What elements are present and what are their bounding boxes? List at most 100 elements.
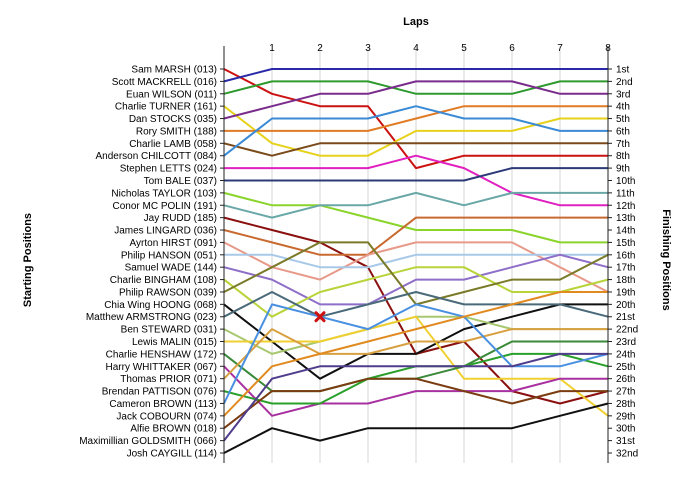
finishing-position-label: 29th (616, 411, 635, 422)
finishing-position-label: 7th (616, 139, 630, 150)
finishing-position-label: 26th (616, 374, 635, 385)
finishing-position-label: 23rd (616, 337, 636, 348)
finishing-position-label: 10th (616, 176, 635, 187)
starting-position-label: Charlie LAMB (058) (129, 139, 217, 150)
driver-line (223, 303, 609, 404)
starting-position-label: Philip RAWSON (039) (119, 287, 217, 298)
starting-position-label: Matthew ARMSTRONG (023) (86, 312, 217, 323)
finishing-position-label: 30th (616, 424, 635, 435)
x-tick-label: 8 (605, 43, 611, 54)
driver-line (223, 191, 608, 244)
finishing-position-label: 6th (616, 126, 630, 137)
x-tick-label: 7 (557, 43, 563, 54)
driver-line (223, 68, 608, 83)
finishing-position-label: 21st (616, 312, 635, 323)
finishing-position-label: 1st (616, 65, 630, 76)
starting-position-label: Dan STOCKS (035) (129, 114, 217, 125)
starting-position-label: Cameron BROWN (113) (109, 399, 217, 410)
starting-position-label: Thomas PRIOR (071) (120, 374, 217, 385)
finishing-position-label: 15th (616, 238, 635, 249)
finishing-position-label: 27th (616, 387, 635, 398)
x-tick-label: 6 (509, 43, 515, 54)
finishing-position-label: 32nd (616, 449, 638, 460)
starting-position-label: Rory SMITH (188) (136, 126, 217, 137)
driver-line (224, 167, 608, 182)
starting-position-label: Euan WILSON (011) (126, 89, 217, 100)
starting-position-label: Samuel WADE (144) (125, 263, 217, 274)
starting-position-label: Jack COBOURN (074) (116, 411, 217, 422)
driver-line (224, 154, 608, 207)
driver-line (223, 68, 608, 170)
finishing-position-label: 3rd (616, 89, 630, 100)
driver-line (223, 291, 609, 318)
x-tick-label: 3 (365, 43, 371, 54)
starting-position-label: Ayrton HIRST (091) (130, 238, 217, 249)
driver-line (223, 303, 608, 380)
finishing-position-label: 2nd (616, 77, 633, 88)
starting-position-label: Conor MC POLIN (191) (113, 201, 217, 212)
driver-line (223, 253, 609, 306)
starting-position-label: Scott MACKRELL (016) (112, 77, 217, 88)
driver-line (223, 80, 608, 120)
starting-position-label: Maximillian GOLDSMITH (066) (79, 436, 217, 447)
starting-position-label: Jay RUDD (185) (144, 213, 217, 224)
finishing-position-label: 8th (616, 151, 630, 162)
starting-position-label: Nicholas TAYLOR (103) (111, 188, 217, 199)
finishing-position-label: 5th (616, 114, 630, 125)
starting-position-labels: Sam MARSH (013)Scott MACKRELL (016)Euan … (79, 65, 217, 460)
x-axis-title: Laps (403, 16, 429, 28)
starting-position-label: Tom BALE (037) (144, 176, 217, 187)
driver-line (223, 365, 608, 417)
finishing-position-label: 12th (616, 201, 635, 212)
driver-line (223, 352, 608, 442)
finishing-position-label: 18th (616, 275, 635, 286)
finishing-position-label: 9th (616, 164, 630, 175)
driver-lines (223, 68, 609, 454)
finishing-position-label: 13th (616, 213, 635, 224)
starting-position-label: Josh CAYGILL (114) (127, 449, 217, 460)
finishing-position-label: 16th (616, 250, 635, 261)
driver-line (223, 105, 608, 157)
driver-line (223, 328, 608, 380)
starting-position-label: Charlie BINGHAM (108) (110, 275, 217, 286)
starting-position-label: Philip HANSON (051) (121, 250, 217, 261)
driver-line (224, 105, 608, 132)
starting-position-label: Ben STEWARD (031) (121, 325, 217, 336)
markers (314, 311, 326, 323)
finishing-position-label: 19th (616, 287, 635, 298)
starting-position-label: Charlie HENSHAW (172) (106, 349, 217, 360)
finishing-position-label: 22nd (616, 325, 638, 336)
starting-position-label: Stephen LETTS (024) (120, 164, 217, 175)
retirement-marker (314, 311, 326, 323)
finishing-position-label: 25th (616, 362, 635, 373)
starting-position-label: Brendan PATTISON (076) (102, 387, 217, 398)
finishing-position-label: 28th (616, 399, 635, 410)
driver-line (223, 142, 608, 157)
starting-position-label: Alfie BROWN (018) (130, 424, 217, 435)
starting-position-label: Sam MARSH (013) (131, 65, 217, 76)
finishing-position-label: 24th (616, 349, 635, 360)
starting-position-label: Anderson CHILCOTT (084) (95, 151, 217, 162)
starting-position-label: Lewis MALIN (015) (132, 337, 217, 348)
finishing-position-label: 31st (616, 436, 635, 447)
axes (220, 46, 612, 463)
driver-line (223, 377, 608, 429)
finishing-position-label: 11th (616, 188, 635, 199)
x-tick-labels: 1 2 3 4 5 6 7 8 (269, 43, 611, 54)
x-tick-label: 5 (461, 43, 467, 54)
finishing-position-label: 17th (616, 263, 635, 274)
finishing-position-label: 14th (616, 226, 635, 237)
driver-line (223, 216, 608, 256)
driver-line (223, 80, 608, 95)
x-tick-label: 1 (269, 43, 275, 54)
driver-line (224, 315, 609, 417)
x-tick-label: 2 (317, 43, 323, 54)
y-axis-title-right: Finishing Positions (660, 209, 672, 310)
finishing-position-label: 4th (616, 102, 630, 113)
x-tick-label: 4 (413, 43, 419, 54)
starting-position-label: Chia Wing HOONG (068) (104, 300, 217, 311)
driver-line (223, 191, 608, 219)
finishing-position-label: 20th (616, 300, 635, 311)
driver-line (223, 291, 608, 417)
